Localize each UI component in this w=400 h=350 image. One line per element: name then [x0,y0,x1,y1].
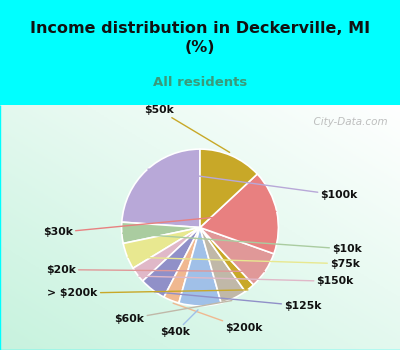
Text: $30k: $30k [43,211,276,237]
Text: City-Data.com: City-Data.com [307,117,388,127]
Text: $40k: $40k [160,310,198,337]
Wedge shape [122,149,200,228]
Wedge shape [200,228,274,285]
Wedge shape [200,228,254,292]
Text: $75k: $75k [128,257,360,269]
Wedge shape [133,228,200,281]
Text: $125k: $125k [154,292,322,311]
Text: All residents: All residents [153,76,247,89]
Wedge shape [164,228,200,303]
Text: $150k: $150k [139,276,354,286]
Text: $10k: $10k [122,233,362,254]
Text: $20k: $20k [46,265,264,275]
Wedge shape [179,228,221,306]
Text: Income distribution in Deckerville, MI
(%): Income distribution in Deckerville, MI (… [30,21,370,55]
Text: $50k: $50k [144,105,230,152]
Wedge shape [200,228,245,303]
Text: $200k: $200k [173,303,263,334]
Text: > $200k: > $200k [48,288,248,298]
Wedge shape [122,222,200,244]
Wedge shape [200,174,278,254]
Wedge shape [200,149,257,228]
Wedge shape [123,228,200,268]
Text: $60k: $60k [114,301,232,324]
Wedge shape [143,228,200,297]
Text: $100k: $100k [148,169,358,200]
